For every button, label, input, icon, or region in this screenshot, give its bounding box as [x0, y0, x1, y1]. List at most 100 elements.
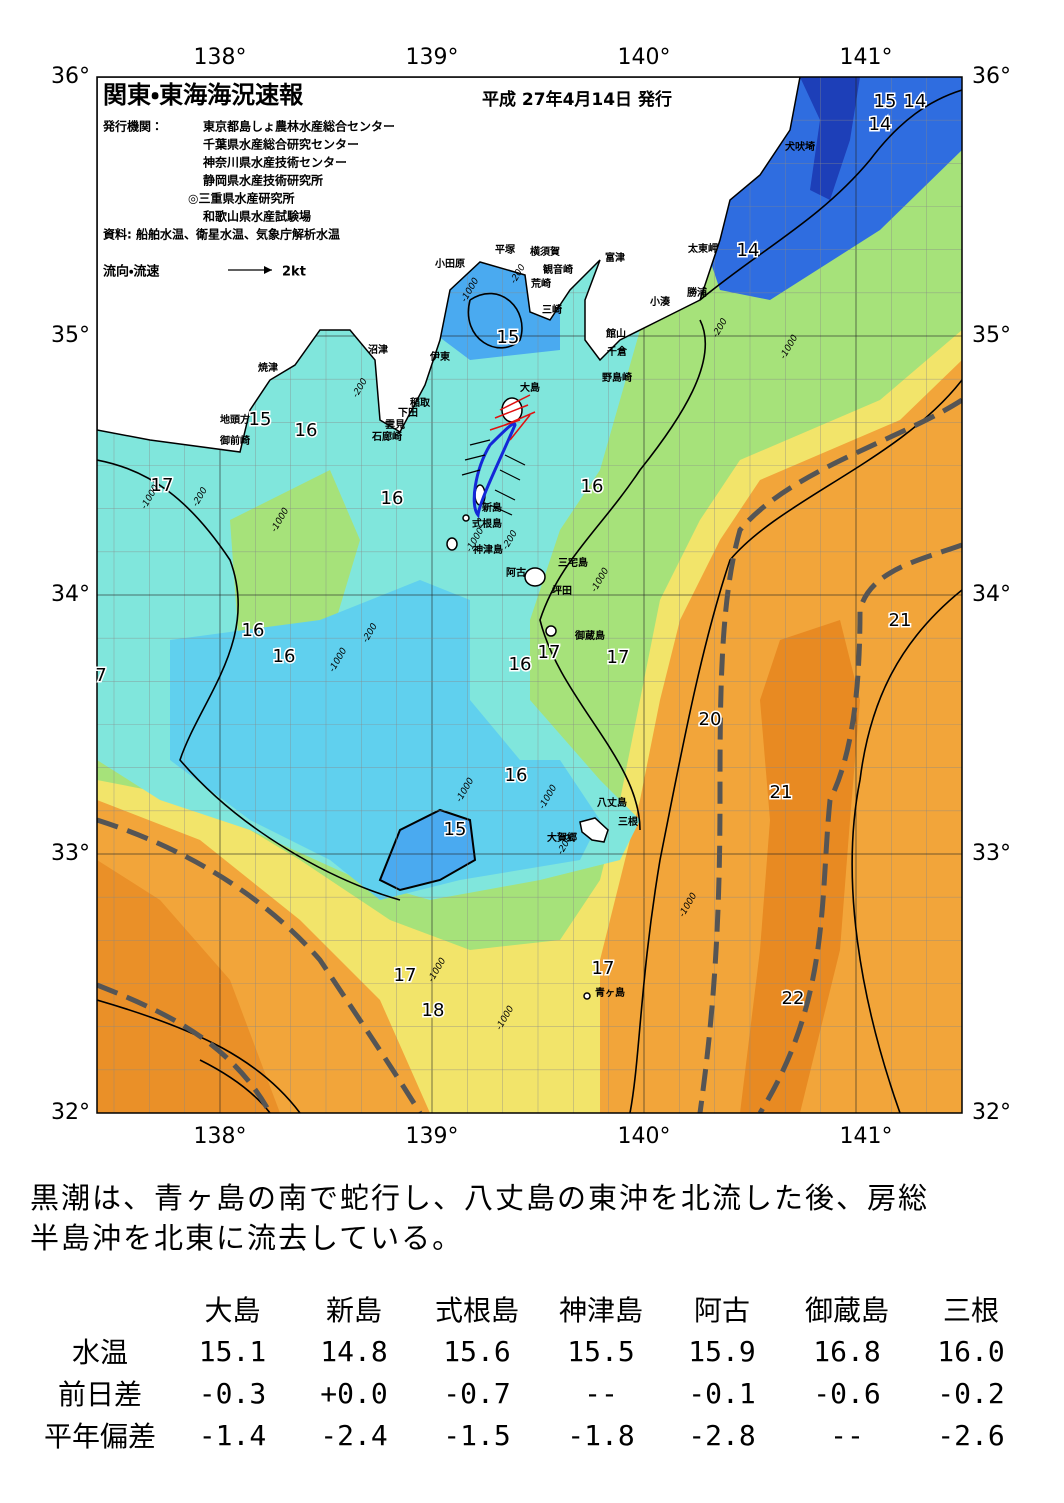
summary-line: 黒潮は、青ヶ島の南で蛇行し、八丈島の東沖を北流した後、房総	[30, 1181, 930, 1215]
isotherm-label: 17	[592, 958, 615, 979]
place-name: 神津島	[472, 543, 503, 556]
latitude-label: 33°	[972, 841, 1011, 866]
place-name: 横須賀	[530, 245, 560, 258]
table-row: 水温 15.1 14.8 15.6 15.5 15.9 16.8 16.0	[30, 1330, 1031, 1372]
isotherm-label: 14	[904, 91, 927, 112]
table-cell: -0.6	[813, 1376, 881, 1410]
island	[579, 817, 609, 843]
colder-water	[170, 580, 600, 900]
isotherm-label: 16	[242, 620, 265, 641]
vector	[469, 439, 491, 446]
isotherm-label: 21	[889, 610, 912, 631]
data-source: 資料: 船舶水温、衛星水温、気象庁解析水温	[103, 227, 340, 242]
column-header: 神津島	[558, 1294, 643, 1327]
column-header: 三根	[942, 1294, 999, 1327]
table-row: 前日差 -0.3 +0.0 -0.7 -- -0.1 -0.6 -0.2	[30, 1372, 1031, 1414]
latitude-label: 33°	[51, 841, 90, 866]
isotherm-label: 16	[295, 420, 318, 441]
table-cell: -1.4	[198, 1418, 267, 1452]
vector	[489, 419, 521, 431]
column-header: 式根島	[434, 1294, 519, 1327]
place-name: 三宅島	[558, 556, 588, 569]
isotherm	[97, 999, 301, 1113]
current-vectors	[461, 394, 536, 519]
isotherm-label: 18	[422, 1000, 445, 1021]
isotherm-label: 17	[607, 647, 630, 668]
table-head: 大島 新島 式根島 神津島 阿古 御蔵島 三根	[30, 1288, 1031, 1330]
warm-core	[740, 620, 860, 1113]
latitude-label: 36°	[51, 64, 90, 89]
place-name: 太東岬	[687, 242, 718, 255]
observation-table: 大島 新島 式根島 神津島 阿古 御蔵島 三根 水温 15.1 14.8 15.6 15.5 15.9…	[30, 1288, 1031, 1456]
isotherm-label: 7	[95, 665, 106, 686]
table-row: 平年偏差 -1.4 -2.4 -1.5 -1.8 -2.8 -- -2.6	[30, 1414, 1031, 1456]
table-cell: 15.1	[198, 1334, 267, 1368]
place-name: 館山	[605, 327, 626, 340]
longitude-label: 141°	[840, 1124, 893, 1149]
longitude-label: 138°	[194, 1124, 247, 1149]
kuroshio-path	[697, 397, 962, 1113]
ship-vectors	[461, 439, 526, 516]
table-cell: 16.0	[937, 1334, 1005, 1368]
table-cell: 15.6	[443, 1334, 511, 1368]
place-name: 焼津	[258, 361, 278, 374]
latitude-label: 32°	[51, 1100, 90, 1125]
longitude-label: 140°	[618, 1124, 671, 1149]
kuroshio-axis	[97, 397, 962, 1113]
place-name: 観音崎	[543, 263, 573, 276]
buoy-vectors	[489, 394, 536, 441]
longitude-label: 139°	[406, 45, 459, 70]
place-name: 下田	[398, 407, 418, 419]
vector	[464, 454, 486, 461]
place-name: 式根島	[472, 517, 502, 530]
island	[524, 567, 546, 587]
latitude-label: 35°	[972, 323, 1011, 348]
place-name: 雲見	[385, 419, 405, 431]
place-name: 小田原	[434, 257, 465, 270]
place-name: 大島	[520, 381, 540, 394]
latitude-label: 34°	[972, 582, 1011, 607]
table-cell: -0.3	[198, 1376, 267, 1410]
place-name: 勝浦	[687, 286, 707, 299]
summary-line: 半島沖を北東に流去している。	[30, 1221, 464, 1255]
place-name: 八丈島	[597, 796, 627, 809]
issuer: 静岡県水産技術研究所	[203, 173, 323, 188]
vector	[494, 489, 516, 501]
column-header: 阿古	[693, 1294, 750, 1327]
legend-arrowhead	[264, 266, 272, 274]
latitude-label: 32°	[972, 1100, 1011, 1125]
table-cell: -1.5	[443, 1418, 511, 1452]
isotherm-label: 16	[381, 488, 404, 509]
vector	[499, 469, 521, 481]
vector	[489, 504, 513, 516]
table-cell: -0.1	[688, 1376, 756, 1410]
island	[545, 625, 557, 637]
drifter-track	[472, 422, 517, 519]
isotherm-label: 15	[497, 327, 520, 348]
vector	[504, 454, 526, 466]
table-cell: 15.9	[688, 1334, 756, 1368]
sea-surface	[97, 77, 962, 1113]
isotherm-label: 17	[151, 475, 174, 496]
place-name: 大賀郷	[547, 831, 577, 844]
place-name: 小湊	[649, 295, 671, 308]
cool-patch	[230, 470, 360, 660]
isotherm-label: 20	[699, 709, 722, 730]
place-name: 沼津	[368, 343, 388, 356]
table-cell: +0.0	[320, 1376, 388, 1410]
island	[583, 992, 591, 1000]
table-cell: --	[584, 1376, 618, 1410]
isotherm	[629, 379, 962, 1113]
place-name: 犬吠埼	[785, 140, 815, 153]
table-cell: 16.8	[813, 1334, 881, 1368]
row-label: 水温	[71, 1336, 128, 1369]
row-label: 前日差	[57, 1378, 142, 1411]
longitude-label: 138°	[194, 45, 247, 70]
table-cell: -0.2	[937, 1376, 1005, 1410]
map-title: 関東・東海海況速報	[103, 81, 304, 109]
table-cell: -0.7	[443, 1376, 511, 1410]
isotherm-label: 17	[394, 965, 417, 986]
vector	[461, 469, 481, 476]
isotherm-label: 16	[581, 476, 604, 497]
sea-map: 関東・東海海況速報 平成 27年4月14日 発行 発行機関： 東京都島しょ農林水…	[51, 45, 1011, 1149]
